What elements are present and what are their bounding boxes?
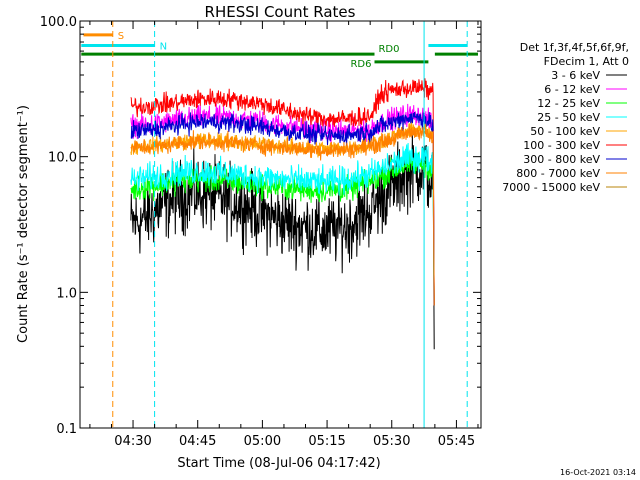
x-axis-label: Start Time (08-Jul-06 04:17:42) [177,456,380,471]
legend-label: 100 - 300 keV [523,139,600,152]
series-line-6 [130,112,435,306]
x-tick-label: 05:15 [308,434,345,449]
legend-label: 300 - 800 keV [523,153,600,166]
flag-label-rd6: RD6 [350,59,371,70]
x-tick-label: 05:45 [438,434,475,449]
legend-label: 6 - 12 keV [544,83,600,96]
legend-label: 12 - 25 keV [537,97,600,110]
plot-frame [79,20,482,429]
flag-label-rd0: RD0 [378,44,399,55]
y-tick-label: 1.0 [56,286,77,301]
y-tick-label: 10.0 [48,151,77,166]
x-axis: 04:30 04:45 05:00 05:15 05:30 05:45 [89,21,479,449]
legend-label: 7000 - 15000 keV [502,181,600,194]
flag-bars: S N RD0 RD6 [81,31,478,70]
legend-label: 25 - 50 keV [537,111,600,124]
x-tick-label: 05:30 [373,434,410,449]
legend-label: 50 - 100 keV [530,125,600,138]
series-line-5 [130,78,435,306]
series-lines [130,78,435,350]
y-tick-label: 100.0 [40,15,77,30]
timestamp: 16-Oct-2021 03:14 [560,468,636,477]
y-axis-label: Count Rate (s⁻¹ detector segment⁻¹) [16,105,31,343]
chart-title: RHESSI Count Rates [205,3,356,21]
series-line-3 [130,142,435,306]
x-tick-label: 05:00 [244,434,281,449]
legend-label: 3 - 6 keV [551,69,600,82]
x-tick-label: 04:30 [114,434,151,449]
legend-label: 800 - 7000 keV [516,167,600,180]
legend: Det 1f,3f,4f,5f,6f,9f,FDecim 1, Att 03 -… [502,41,629,194]
x-tick-label: 04:45 [179,434,216,449]
attenuator-lines [112,21,468,428]
series-line-7 [130,124,435,306]
y-axis: 0.1 1.0 10.0 100.0 [40,15,481,437]
legend-header: FDecim 1, Att 0 [544,55,629,68]
series-line-0 [130,132,435,350]
legend-header: Det 1f,3f,4f,5f,6f,9f, [520,41,629,54]
y-tick-label: 0.1 [56,422,77,437]
flag-label-n: N [160,41,167,52]
flag-label-s: S [118,31,124,42]
